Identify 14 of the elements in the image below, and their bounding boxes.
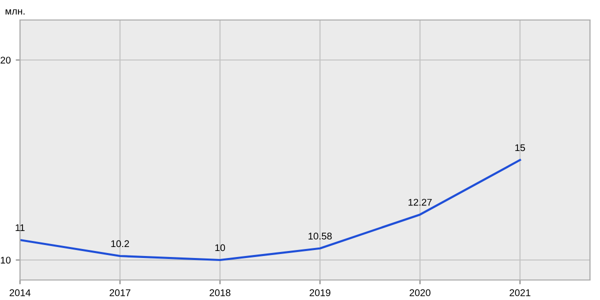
y-axis-title: млн.: [6, 9, 25, 15]
y-tick-label: 20: [0, 56, 11, 64]
data-label: 15: [515, 144, 525, 152]
x-tick-label: 2014: [10, 289, 31, 296]
data-label: 10: [215, 244, 226, 252]
data-label: 10.58: [308, 232, 332, 240]
x-tick-label: 2017: [110, 289, 130, 296]
x-tick-label: 2021: [510, 289, 530, 296]
x-tick-label: 2019: [310, 289, 330, 296]
x-tick-label: 2018: [210, 289, 230, 296]
data-label: 11: [16, 224, 25, 232]
x-tick-label: 2020: [410, 289, 430, 296]
data-label: 12.27: [408, 198, 432, 206]
data-label: 10.2: [111, 240, 129, 248]
